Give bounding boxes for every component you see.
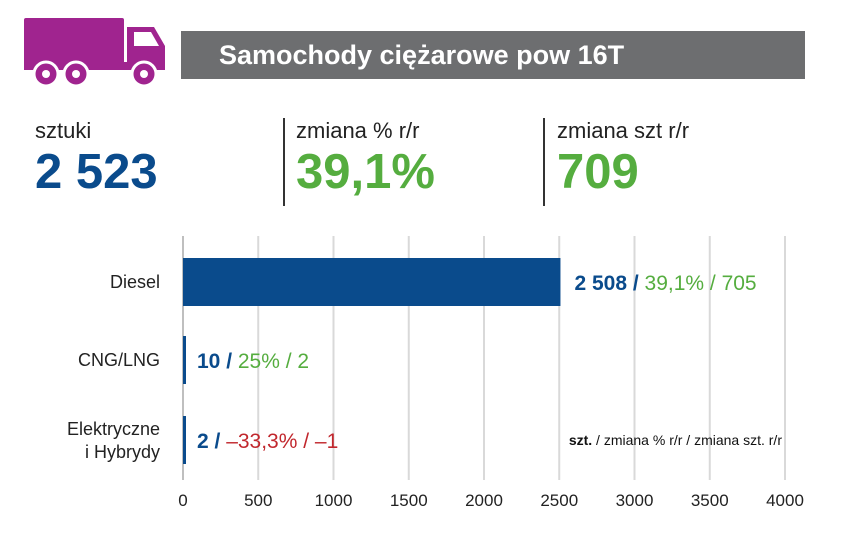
- data-label: 2 508 / 39,1% / 705: [574, 272, 756, 295]
- truck-icon: [24, 18, 165, 88]
- x-tick-label: 1500: [390, 491, 428, 510]
- legend-note: szt. / zmiana % r/r / zmiana szt. r/r: [569, 432, 782, 448]
- bar: [183, 336, 186, 384]
- x-tick-label: 2000: [465, 491, 503, 510]
- kpi-divider: [543, 118, 545, 206]
- page-title: Samochody ciężarowe pow 16T: [181, 31, 805, 79]
- data-label: 10 / 25% / 2: [197, 350, 309, 373]
- x-tick-label: 0: [178, 491, 187, 510]
- category-label: Diesel: [110, 272, 160, 292]
- category-label: CNG/LNG: [78, 350, 160, 370]
- kpi-divider: [283, 118, 285, 206]
- x-tick-label: 3000: [616, 491, 654, 510]
- category-label: Elektryczne i Hybrydy: [67, 419, 160, 462]
- x-tick-label: 500: [244, 491, 272, 510]
- kpi-units-label: sztuki: [35, 118, 92, 143]
- kpi-pct-change: zmiana % r/r 39,1%: [296, 118, 435, 198]
- bar: [183, 258, 561, 306]
- x-tick-label: 4000: [766, 491, 804, 510]
- kpi-abs-change: zmiana szt r/r 709: [557, 118, 689, 198]
- x-tick-label: 2500: [540, 491, 578, 510]
- data-label: 2 / –33,3% / –1: [197, 430, 338, 453]
- bar: [183, 416, 186, 464]
- kpi-units-value: 2 523: [35, 145, 158, 199]
- x-tick-label: 1000: [315, 491, 353, 510]
- kpi-pct-change-value: 39,1%: [296, 145, 435, 199]
- kpi-abs-change-label: zmiana szt r/r: [557, 118, 690, 143]
- kpi-abs-change-value: 709: [557, 145, 639, 199]
- x-tick-label: 3500: [691, 491, 729, 510]
- kpi-pct-change-label: zmiana % r/r: [296, 118, 420, 143]
- kpi-units: sztuki 2 523: [35, 118, 158, 198]
